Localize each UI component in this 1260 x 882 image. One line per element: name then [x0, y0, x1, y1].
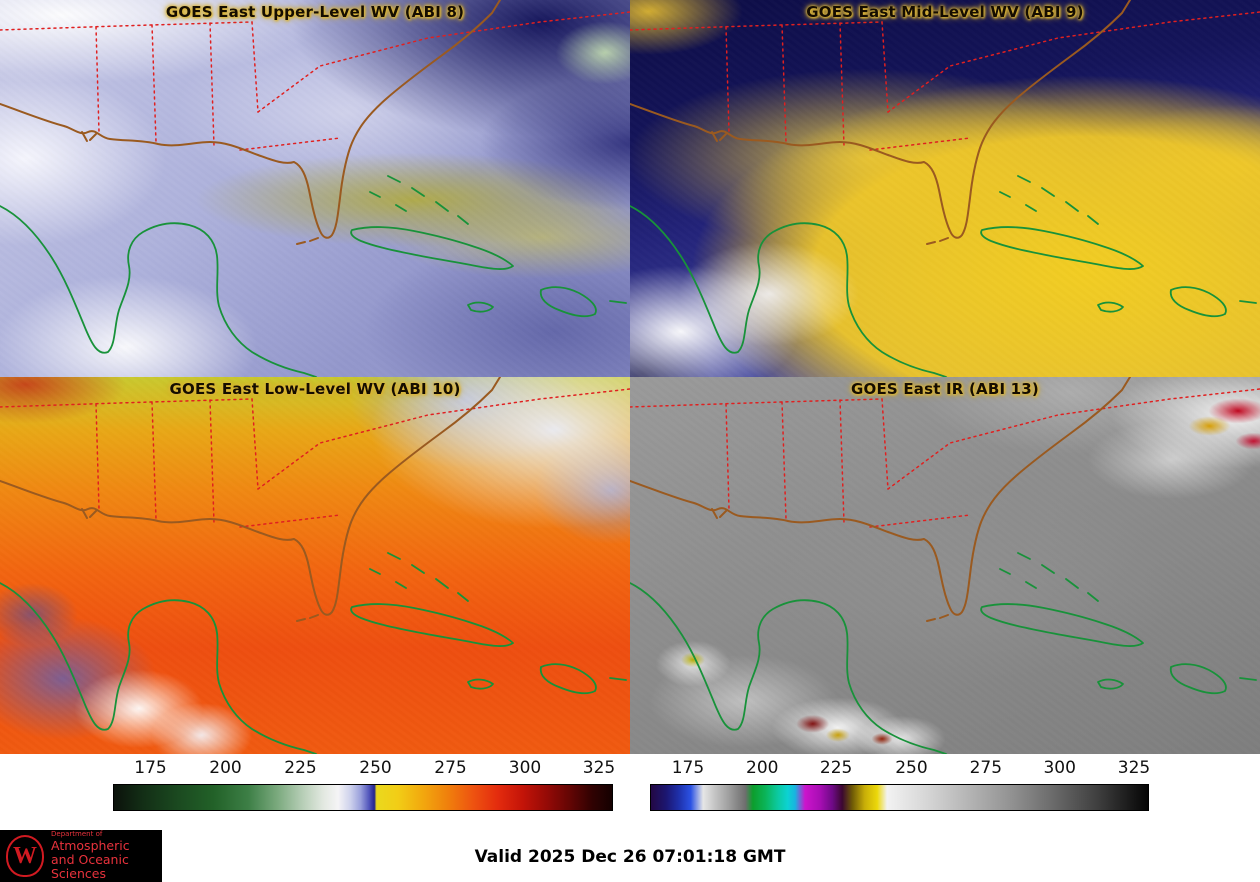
- tick-label: 275: [969, 758, 1003, 778]
- satellite-panel-ir: GOES East IR (ABI 13): [630, 377, 1260, 754]
- panel-title-abi13: GOES East IR (ABI 13): [850, 380, 1039, 398]
- quad-grid: GOES East Upper-Level WV (ABI 8) GOES Ea…: [0, 0, 1260, 754]
- tick-label: 300: [508, 758, 542, 778]
- valid-time: Valid 2025 Dec 26 07:01:18 GMT: [474, 847, 786, 867]
- crest-letter: W: [13, 843, 37, 869]
- logo-line2: and Oceanic Sciences: [51, 851, 129, 881]
- satellite-panel-upper-wv: GOES East Upper-Level WV (ABI 8): [0, 0, 630, 377]
- panel-title-abi8: GOES East Upper-Level WV (ABI 8): [165, 3, 465, 21]
- logo-dept: Department of: [51, 830, 103, 839]
- tick-label: 250: [895, 758, 928, 778]
- wv-colorbar-ticks: 175 200 225 250 275 300 325: [113, 758, 616, 782]
- satellite-image-abi9: [630, 0, 1260, 377]
- wv-colorbar: [113, 784, 613, 811]
- logo-text: Department of Atmospheric and Oceanic Sc…: [51, 830, 162, 881]
- tick-label: 325: [1117, 758, 1151, 778]
- satellite-image-abi10: [0, 377, 630, 754]
- satellite-panel-low-wv: GOES East Low-Level WV (ABI 10): [0, 377, 630, 754]
- map-overlay: [630, 377, 1260, 754]
- panel-title-abi9: GOES East Mid-Level WV (ABI 9): [806, 3, 1084, 21]
- wv-colorbar-group: 175 200 225 250 275 300 325: [113, 758, 616, 811]
- tick-label: 200: [209, 758, 242, 778]
- tick-label: 325: [582, 758, 616, 778]
- tick-label: 300: [1043, 758, 1076, 778]
- image-texture: [630, 0, 1260, 377]
- satellite-panel-mid-wv: GOES East Mid-Level WV (ABI 9): [630, 0, 1260, 377]
- uw-aos-logo: W Department of Atmospheric and Oceanic …: [0, 830, 162, 882]
- satellite-image-abi8: [0, 0, 630, 377]
- map-overlay: [0, 377, 630, 754]
- tick-label: 200: [746, 758, 779, 778]
- tick-label: 175: [671, 758, 705, 778]
- ir-colorbar: [650, 784, 1149, 811]
- tick-label: 250: [359, 758, 392, 778]
- tick-label: 225: [284, 758, 317, 778]
- colorbar-row: 175 200 225 250 275 300 325 175 200 225 …: [0, 754, 1260, 832]
- tick-label: 275: [434, 758, 467, 778]
- ir-colorbar-ticks: 175 200 225 250 275 300 325: [650, 758, 1151, 782]
- tick-label: 225: [819, 758, 853, 778]
- ir-colorbar-group: 175 200 225 250 275 300 325: [650, 758, 1151, 811]
- image-texture: [0, 0, 630, 377]
- tick-label: 175: [134, 758, 167, 778]
- uw-crest-icon: W: [6, 835, 44, 877]
- logo-line1: Atmospheric: [51, 837, 130, 853]
- satellite-image-abi13: [630, 377, 1260, 754]
- image-texture: [630, 377, 1260, 754]
- footer: W Department of Atmospheric and Oceanic …: [0, 830, 1260, 882]
- panel-title-abi10: GOES East Low-Level WV (ABI 10): [169, 380, 461, 398]
- map-overlay: [0, 0, 630, 377]
- image-texture: [0, 377, 630, 754]
- map-overlay: [630, 0, 1260, 377]
